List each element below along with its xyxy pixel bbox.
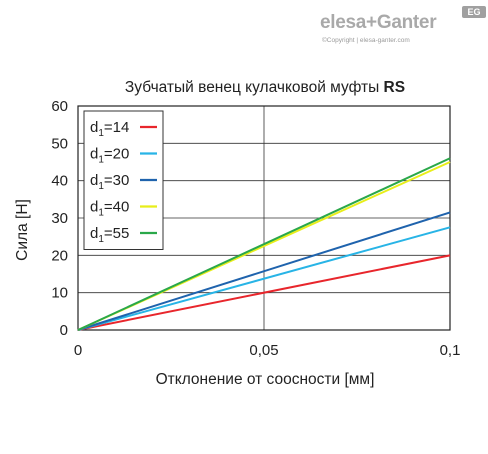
chart-title: Зубчатый венец кулачковой муфты RS	[125, 79, 405, 96]
y-tick-label: 30	[51, 210, 68, 227]
y-tick-label: 0	[60, 322, 68, 339]
y-tick-label: 40	[51, 173, 68, 190]
y-axis-label: Сила [Н]	[14, 199, 31, 261]
series-line-d1-14	[77, 254, 451, 331]
x-tick-label: 0,05	[249, 342, 278, 359]
x-tick-labels: 0 0,05 0,1	[74, 342, 461, 359]
brand-logo: elesa+Ganter EG ©Copyright | elesa-gante…	[312, 6, 486, 48]
y-tick-label: 10	[51, 285, 68, 302]
series-line-d1-30	[77, 211, 451, 331]
legend-label: d1=55	[90, 225, 129, 245]
x-axis-label: Отклонение от соосности [мм]	[156, 371, 375, 388]
legend-label: d1=20	[90, 146, 129, 166]
x-tick-label: 0	[74, 342, 82, 359]
legend-label: d1=14	[90, 119, 129, 139]
plot-frame	[77, 105, 451, 331]
y-tick-labels: 0 10 20 30 40 50 60	[51, 98, 68, 339]
y-tick-label: 60	[51, 98, 68, 115]
plot-border	[77, 105, 451, 331]
legend-label: d1=30	[90, 172, 129, 192]
series-lines	[77, 157, 451, 331]
series-line-d1-20	[77, 226, 451, 331]
x-tick-label: 0,1	[440, 342, 461, 359]
logo-copyright: ©Copyright | elesa-ganter.com	[322, 37, 410, 44]
series-line-d1-55	[77, 157, 451, 331]
logo-badge: EG	[462, 6, 486, 18]
y-tick-label: 20	[51, 247, 68, 264]
y-tick-label: 50	[51, 135, 68, 152]
logo-brand-text: elesa+Ganter	[320, 12, 437, 33]
legend-label: d1=40	[90, 199, 129, 219]
legend: d1=14 d1=20 d1=30 d1=40 d1=55	[83, 110, 164, 250]
